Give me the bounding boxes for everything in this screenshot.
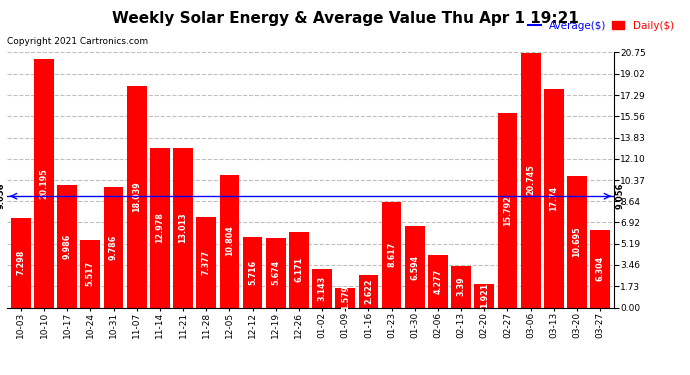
Text: 8.617: 8.617 <box>387 242 396 267</box>
Text: 20.745: 20.745 <box>526 165 535 195</box>
Text: 9.056: 9.056 <box>615 183 624 210</box>
Bar <box>405 226 424 308</box>
Text: 1.579: 1.579 <box>341 285 350 310</box>
Text: Weekly Solar Energy & Average Value Thu Apr 1 19:21: Weekly Solar Energy & Average Value Thu … <box>112 11 578 26</box>
Bar <box>34 59 54 308</box>
Bar <box>219 175 239 308</box>
Bar <box>197 217 216 308</box>
Bar <box>104 187 124 308</box>
Text: 5.716: 5.716 <box>248 260 257 285</box>
Bar <box>475 284 494 308</box>
Text: 6.304: 6.304 <box>595 256 604 281</box>
Text: 5.517: 5.517 <box>86 261 95 286</box>
Text: 7.298: 7.298 <box>17 250 26 275</box>
Bar <box>313 269 332 308</box>
Bar <box>567 176 587 308</box>
Bar <box>127 86 146 308</box>
Bar <box>591 230 610 308</box>
Text: 4.277: 4.277 <box>433 268 442 294</box>
Text: 20.195: 20.195 <box>39 168 48 199</box>
Text: 13.013: 13.013 <box>179 212 188 243</box>
Bar <box>173 148 193 308</box>
Bar <box>57 185 77 308</box>
Bar <box>266 238 286 308</box>
Text: 10.804: 10.804 <box>225 226 234 256</box>
Text: 6.594: 6.594 <box>411 254 420 279</box>
Bar <box>428 255 448 308</box>
Text: 9.056: 9.056 <box>0 183 6 210</box>
Text: 1.921: 1.921 <box>480 283 489 308</box>
Bar <box>451 266 471 308</box>
Text: 10.695: 10.695 <box>573 226 582 257</box>
Bar <box>382 202 402 308</box>
Text: 9.986: 9.986 <box>63 234 72 259</box>
Text: Copyright 2021 Cartronics.com: Copyright 2021 Cartronics.com <box>7 38 148 46</box>
Text: 6.171: 6.171 <box>295 257 304 282</box>
Bar <box>11 218 30 308</box>
Text: 18.039: 18.039 <box>132 181 141 212</box>
Bar <box>544 90 564 308</box>
Bar <box>359 275 378 308</box>
Bar <box>81 240 100 308</box>
Text: 5.674: 5.674 <box>271 260 280 285</box>
Bar <box>497 113 518 308</box>
Text: 12.978: 12.978 <box>155 212 164 243</box>
Text: 3.143: 3.143 <box>317 276 326 301</box>
Text: 15.792: 15.792 <box>503 195 512 226</box>
Bar <box>289 232 308 308</box>
Text: 9.786: 9.786 <box>109 235 118 260</box>
Text: 7.377: 7.377 <box>201 250 210 275</box>
Bar <box>243 237 262 308</box>
Text: 2.622: 2.622 <box>364 279 373 304</box>
Bar <box>150 148 170 308</box>
Bar <box>521 53 540 308</box>
Legend: Average($), Daily($): Average($), Daily($) <box>524 16 678 35</box>
Text: 3.39: 3.39 <box>457 277 466 297</box>
Bar <box>335 288 355 308</box>
Text: 17.74: 17.74 <box>549 186 558 211</box>
